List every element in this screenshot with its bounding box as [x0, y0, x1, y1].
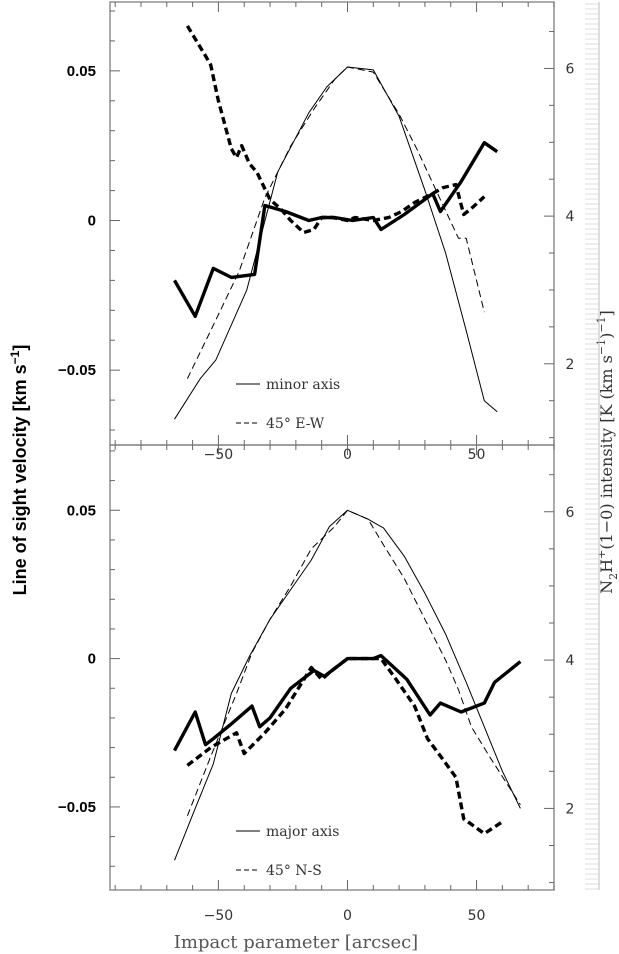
bottom-panel: 0.05 0 −0.05 6 4 2 −50 0 50 major axis 45° N-S — [58, 444, 575, 924]
x-tick-label: 0 — [343, 908, 352, 924]
y-right-tick-label: 4 — [566, 653, 575, 669]
right-ruler — [585, 2, 600, 890]
series-line-thick-dashed — [185, 25, 486, 235]
y-right-tick-label: 2 — [566, 801, 575, 817]
y-left-tick-label: 0.05 — [67, 63, 96, 80]
series-line-thick-solid — [173, 140, 499, 318]
y-axis-right-label: N2H+(1−0) intensity [K (km s−1)−1] — [595, 310, 619, 594]
y-axis-left-label: Line of sight velocity [km s−1] — [8, 345, 30, 596]
y-left-tick-label: 0 — [88, 651, 96, 668]
legend-label: 45° N-S — [266, 863, 322, 879]
y-right-tick-label: 6 — [566, 61, 575, 77]
x-tick-label: −50 — [204, 908, 234, 924]
y-right-tick-label: 6 — [566, 505, 575, 521]
series-line-thick-solid — [173, 653, 522, 752]
series-line-thin-dashed — [186, 66, 485, 379]
y-right-tick-label: 4 — [566, 209, 575, 225]
series-line-thin-dashed — [186, 509, 521, 816]
x-axis-label: Impact parameter [arcsec] — [174, 932, 418, 953]
y-left-tick-label: 0 — [88, 213, 96, 230]
legend-label: major axis — [266, 824, 339, 840]
legend-label: minor axis — [266, 377, 340, 393]
x-tick-label: 50 — [468, 908, 486, 924]
y-left-tick-label: 0.05 — [67, 502, 96, 519]
y-left-tick-label: −0.05 — [58, 362, 96, 379]
bottom-panel-frame — [109, 444, 555, 891]
y-left-tick-label: −0.05 — [58, 799, 96, 816]
y-right-tick-label: 2 — [566, 357, 575, 373]
series-line-thin-solid — [174, 509, 521, 861]
series-line-thick-dashed — [186, 656, 504, 836]
legend-label: 45° E-W — [266, 416, 325, 432]
